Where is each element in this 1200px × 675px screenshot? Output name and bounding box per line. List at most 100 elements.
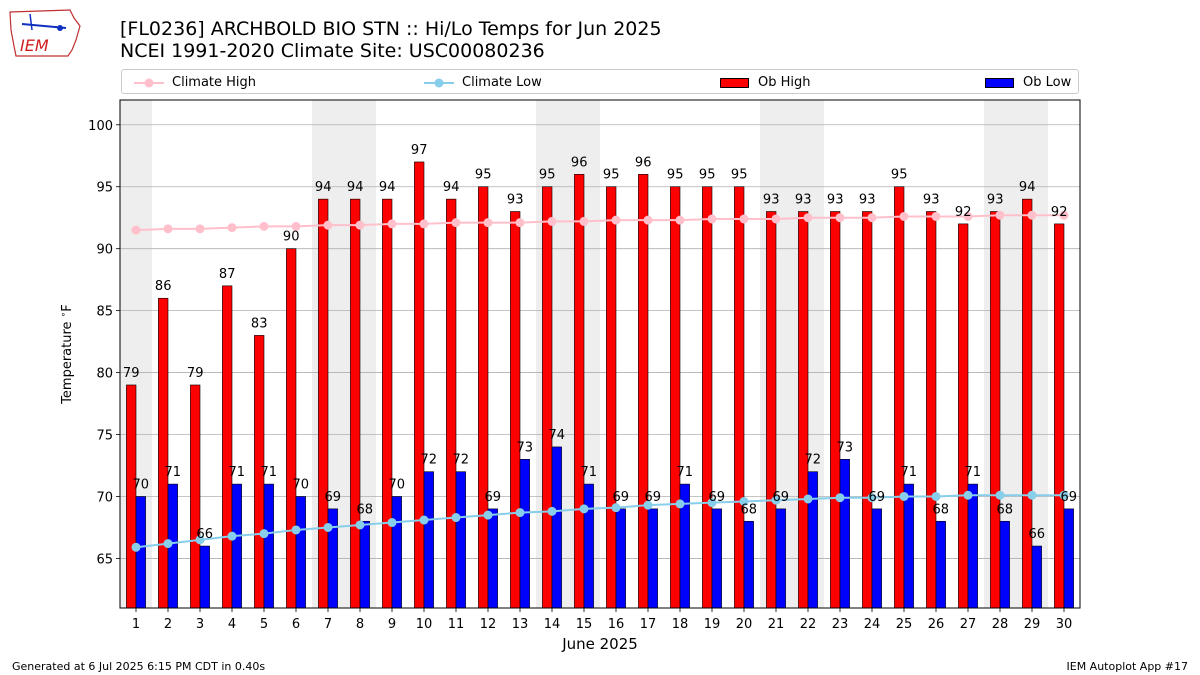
ob-high-bar xyxy=(702,186,713,609)
ob-low-label: 69 xyxy=(773,490,790,505)
x-tick-label: 29 xyxy=(1024,617,1041,632)
climate-high-point xyxy=(643,215,653,225)
x-tick-label: 22 xyxy=(800,617,817,632)
climate-high-point xyxy=(291,221,301,231)
ob-high-label: 94 xyxy=(315,180,332,195)
ob-high-bar xyxy=(510,211,521,609)
climate-low-point xyxy=(707,498,717,508)
ob-low-bar xyxy=(199,545,210,609)
x-tick-label: 3 xyxy=(196,617,204,632)
climate-low-point xyxy=(579,504,589,514)
x-tick-label: 12 xyxy=(480,617,497,632)
ob-low-label: 69 xyxy=(645,490,662,505)
x-tick-label: 26 xyxy=(928,617,945,632)
ob-high-bar xyxy=(670,186,681,609)
ob-high-bar xyxy=(350,198,361,609)
x-tick-label: 19 xyxy=(704,617,721,632)
climate-low-point xyxy=(995,490,1005,500)
ob-low-bar xyxy=(583,483,594,609)
ob-high-bar xyxy=(638,174,649,609)
ob-low-label: 71 xyxy=(901,465,918,480)
climate-high-point xyxy=(771,214,781,224)
climate-high-point xyxy=(739,214,749,224)
ob-low-label: 72 xyxy=(453,453,470,468)
ob-high-label: 93 xyxy=(827,193,844,208)
ob-low-label: 69 xyxy=(1061,490,1078,505)
climate-high-point xyxy=(579,216,589,226)
ob-high-bar xyxy=(382,198,393,609)
legend-climate-high-swatch xyxy=(134,78,164,87)
climate-high-point xyxy=(835,213,845,223)
x-tick-label: 20 xyxy=(736,617,753,632)
climate-low-point xyxy=(483,510,493,520)
climate-low-point xyxy=(259,529,269,539)
x-tick-label: 14 xyxy=(544,617,561,632)
legend-ob-low-label: Ob Low xyxy=(1023,75,1072,90)
logo-text: IEM xyxy=(20,36,49,55)
climate-high-point xyxy=(1059,210,1069,220)
x-tick-label: 6 xyxy=(292,617,300,632)
ob-high-label: 95 xyxy=(731,168,748,183)
ob-low-bar xyxy=(455,471,466,609)
ob-low-bar xyxy=(807,471,818,609)
ob-high-bar xyxy=(606,186,617,609)
climate-high-point xyxy=(611,215,621,225)
ob-low-label: 70 xyxy=(133,477,150,492)
ob-high-bar xyxy=(798,211,809,609)
climate-high-point xyxy=(195,224,205,234)
climate-low-point xyxy=(195,535,205,545)
ob-low-label: 69 xyxy=(709,490,726,505)
legend-ob-high-label: Ob High xyxy=(758,75,811,90)
y-tick-label: 75 xyxy=(96,429,113,444)
ob-low-bar xyxy=(1031,545,1042,609)
y-axis-label: Temperature ∘F xyxy=(59,304,75,405)
ob-high-label: 95 xyxy=(699,168,716,183)
logo-mast xyxy=(29,13,33,31)
generated-timestamp: Generated at 6 Jul 2025 6:15 PM CDT in 0… xyxy=(12,660,266,673)
ob-high-bar xyxy=(990,211,1001,609)
ob-low-label: 66 xyxy=(1029,527,1046,542)
x-tick-label: 21 xyxy=(768,617,785,632)
ob-high-bar xyxy=(734,186,745,609)
ob-high-label: 93 xyxy=(507,193,524,208)
climate-high-point xyxy=(323,220,333,230)
ob-high-bar xyxy=(894,186,905,609)
ob-high-bar xyxy=(446,198,457,609)
y-tick-label: 80 xyxy=(96,367,113,382)
climate-low-point xyxy=(1027,490,1037,500)
y-tick-label: 95 xyxy=(96,181,113,196)
ob-high-label: 79 xyxy=(187,366,204,381)
ob-low-label: 70 xyxy=(389,477,406,492)
x-tick-label: 30 xyxy=(1056,617,1073,632)
x-tick-label: 8 xyxy=(356,617,364,632)
ob-high-label: 96 xyxy=(571,155,588,170)
ob-low-bar xyxy=(743,520,754,609)
x-tick-label: 17 xyxy=(640,617,657,632)
climate-low-point xyxy=(899,491,909,501)
ob-high-label: 95 xyxy=(475,168,492,183)
x-tick-label: 11 xyxy=(448,617,465,632)
ob-high-label: 93 xyxy=(923,193,940,208)
climate-high-point xyxy=(899,211,909,221)
iem-logo: IEM xyxy=(9,9,81,57)
legend: Climate High Climate Low Ob High Ob Low xyxy=(121,69,1079,94)
ob-low-label: 73 xyxy=(837,440,854,455)
ob-high-bar xyxy=(286,248,297,609)
ob-low-bar xyxy=(711,508,722,609)
ob-low-label: 71 xyxy=(581,465,598,480)
chart-subtitle: NCEI 1991-2020 Climate Site: USC00080236 xyxy=(120,40,545,62)
x-tick-label: 4 xyxy=(228,617,236,632)
plot-frame xyxy=(119,99,1081,609)
ob-low-bar xyxy=(647,508,658,609)
ob-high-label: 92 xyxy=(1051,205,1068,220)
y-axis-label-unit: F xyxy=(60,304,75,311)
climate-low-line xyxy=(135,494,1064,549)
climate-low-point xyxy=(643,500,653,510)
ob-low-label: 68 xyxy=(933,502,950,517)
climate-low-point xyxy=(323,522,333,532)
ob-low-bar xyxy=(263,483,274,609)
climate-high-point xyxy=(547,216,557,226)
climate-low-point xyxy=(419,515,429,525)
chart-title: [FL0236] ARCHBOLD BIO STN :: Hi/Lo Temps… xyxy=(120,18,662,40)
climate-high-point xyxy=(803,213,813,223)
